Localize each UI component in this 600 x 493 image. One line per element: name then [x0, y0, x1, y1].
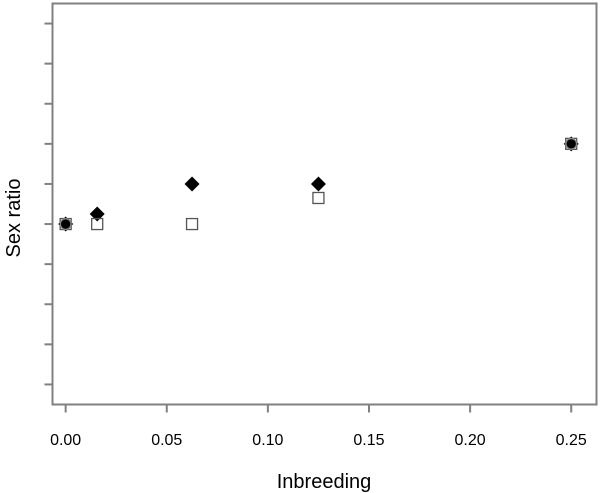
y-axis-label: Sex ratio — [3, 179, 25, 258]
x-tick-label: 0.05 — [151, 432, 182, 449]
circle-point — [59, 218, 72, 231]
plot-frame — [51, 2, 598, 406]
square-point — [312, 191, 325, 205]
diamond-point — [310, 176, 326, 192]
circle-point — [565, 137, 578, 150]
x-axis: 0.00 0.05 0.10 0.15 0.20 0.25 — [50, 404, 587, 449]
x-tick-label: 0.20 — [455, 432, 486, 449]
x-tick-label: 0.10 — [252, 432, 283, 449]
square-point — [185, 217, 199, 231]
y-axis — [44, 22, 53, 386]
diamond-point — [89, 206, 105, 222]
x-tick-label: 0.00 — [50, 432, 81, 449]
x-tick-label: 0.25 — [556, 432, 587, 449]
x-axis-label: Inbreeding — [277, 471, 372, 493]
diamond-point — [184, 176, 200, 192]
x-tick-label: 0.15 — [353, 432, 384, 449]
square-point — [91, 217, 104, 231]
data-points — [58, 136, 579, 232]
